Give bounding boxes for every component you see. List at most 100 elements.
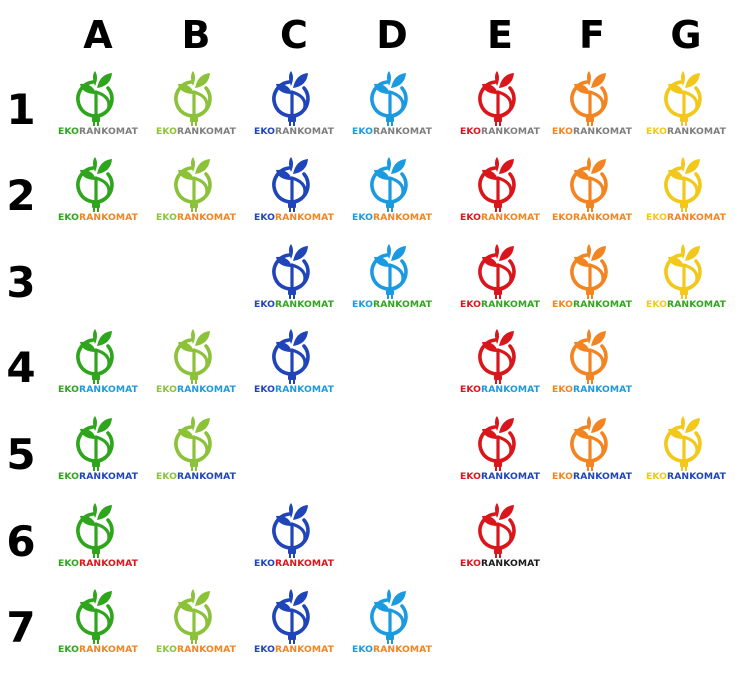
wordmark-suffix: RANKOMAT [79,644,139,655]
logo-b7: EKORANKOMAT [150,588,242,666]
leaf-plug-icon [664,416,702,471]
logo-b2: EKORANKOMAT [150,156,242,234]
wordmark-suffix: RANKOMAT [573,384,633,395]
wordmark-prefix: EKO [459,126,482,137]
logo-a6: EKORANKOMAT [52,502,144,580]
wordmark-suffix: RANKOMAT [177,126,237,137]
logo-g3: EKORANKOMAT [640,243,732,321]
leaf-plug-icon [664,244,702,299]
wordmark-prefix: EKO [57,558,80,569]
logo-d7: EKORANKOMAT [346,588,438,666]
logo-e5: EKORANKOMAT [454,415,546,493]
wordmark-suffix: RANKOMAT [481,212,541,223]
wordmark: EKORANKOMAT [248,644,340,656]
logo-c4: EKORANKOMAT [248,328,340,406]
wordmark-prefix: EKO [253,644,276,655]
logo-e2: EKORANKOMAT [454,156,546,234]
leaf-plug-icon [76,589,114,644]
wordmark-suffix: RANKOMAT [177,212,237,223]
leaf-plug-icon [272,157,310,212]
wordmark-suffix: RANKOMAT [79,126,139,137]
wordmark-prefix: EKO [57,644,80,655]
wordmark-prefix: EKO [645,126,668,137]
wordmark: EKORANKOMAT [52,558,144,570]
wordmark: EKORANKOMAT [150,212,242,224]
wordmark-prefix: EKO [57,212,80,223]
logo-a5: EKORANKOMAT [52,415,144,493]
wordmark-prefix: EKO [551,212,574,223]
wordmark-prefix: EKO [459,471,482,482]
leaf-plug-icon [174,329,212,384]
leaf-plug-icon [76,503,114,558]
wordmark: EKORANKOMAT [454,212,546,224]
column-label-c: C [280,13,308,57]
column-label-d: D [376,13,408,57]
wordmark: EKORANKOMAT [640,126,732,138]
leaf-plug-icon [478,157,516,212]
wordmark-prefix: EKO [551,384,574,395]
wordmark-suffix: RANKOMAT [79,471,139,482]
wordmark-suffix: RANKOMAT [373,299,433,310]
logo-d1: EKORANKOMAT [346,70,438,148]
leaf-plug-icon [272,71,310,126]
wordmark: EKORANKOMAT [546,299,638,311]
wordmark-prefix: EKO [253,126,276,137]
wordmark: EKORANKOMAT [150,644,242,656]
wordmark-suffix: RANKOMAT [275,299,335,310]
logo-c3: EKORANKOMAT [248,243,340,321]
leaf-plug-icon [76,71,114,126]
leaf-plug-icon [478,244,516,299]
row-label-1: 1 [6,85,36,134]
wordmark-prefix: EKO [155,644,178,655]
logo-d2: EKORANKOMAT [346,156,438,234]
wordmark-prefix: EKO [351,126,374,137]
logo-e3: EKORANKOMAT [454,243,546,321]
leaf-plug-icon [570,244,608,299]
wordmark-prefix: EKO [57,384,80,395]
leaf-plug-icon [272,329,310,384]
wordmark: EKORANKOMAT [454,126,546,138]
wordmark-prefix: EKO [155,126,178,137]
wordmark: EKORANKOMAT [454,471,546,483]
column-label-b: B [181,13,211,57]
wordmark-prefix: EKO [645,299,668,310]
logo-c6: EKORANKOMAT [248,502,340,580]
wordmark-prefix: EKO [351,644,374,655]
wordmark-suffix: RANKOMAT [373,644,433,655]
leaf-plug-icon [272,503,310,558]
wordmark: EKORANKOMAT [248,126,340,138]
wordmark: EKORANKOMAT [640,471,732,483]
wordmark-prefix: EKO [459,558,482,569]
leaf-plug-icon [664,71,702,126]
logo-b4: EKORANKOMAT [150,328,242,406]
wordmark-prefix: EKO [459,384,482,395]
wordmark: EKORANKOMAT [546,126,638,138]
leaf-plug-icon [370,589,408,644]
wordmark-suffix: RANKOMAT [573,212,633,223]
wordmark: EKORANKOMAT [346,212,438,224]
wordmark-prefix: EKO [253,384,276,395]
logo-b1: EKORANKOMAT [150,70,242,148]
logo-e4: EKORANKOMAT [454,328,546,406]
row-label-2: 2 [6,171,36,220]
wordmark-suffix: RANKOMAT [481,558,541,569]
wordmark: EKORANKOMAT [52,212,144,224]
wordmark-prefix: EKO [253,558,276,569]
wordmark-prefix: EKO [57,126,80,137]
logo-b5: EKORANKOMAT [150,415,242,493]
logo-c7: EKORANKOMAT [248,588,340,666]
wordmark-suffix: RANKOMAT [573,471,633,482]
wordmark: EKORANKOMAT [52,471,144,483]
leaf-plug-icon [174,157,212,212]
logo-e6: EKORANKOMAT [454,502,546,580]
wordmark: EKORANKOMAT [454,558,546,570]
wordmark: EKORANKOMAT [150,471,242,483]
wordmark-suffix: RANKOMAT [373,212,433,223]
wordmark: EKORANKOMAT [52,384,144,396]
logo-c2: EKORANKOMAT [248,156,340,234]
row-label-4: 4 [6,343,36,392]
wordmark: EKORANKOMAT [248,212,340,224]
wordmark-suffix: RANKOMAT [667,471,727,482]
logo-d3: EKORANKOMAT [346,243,438,321]
